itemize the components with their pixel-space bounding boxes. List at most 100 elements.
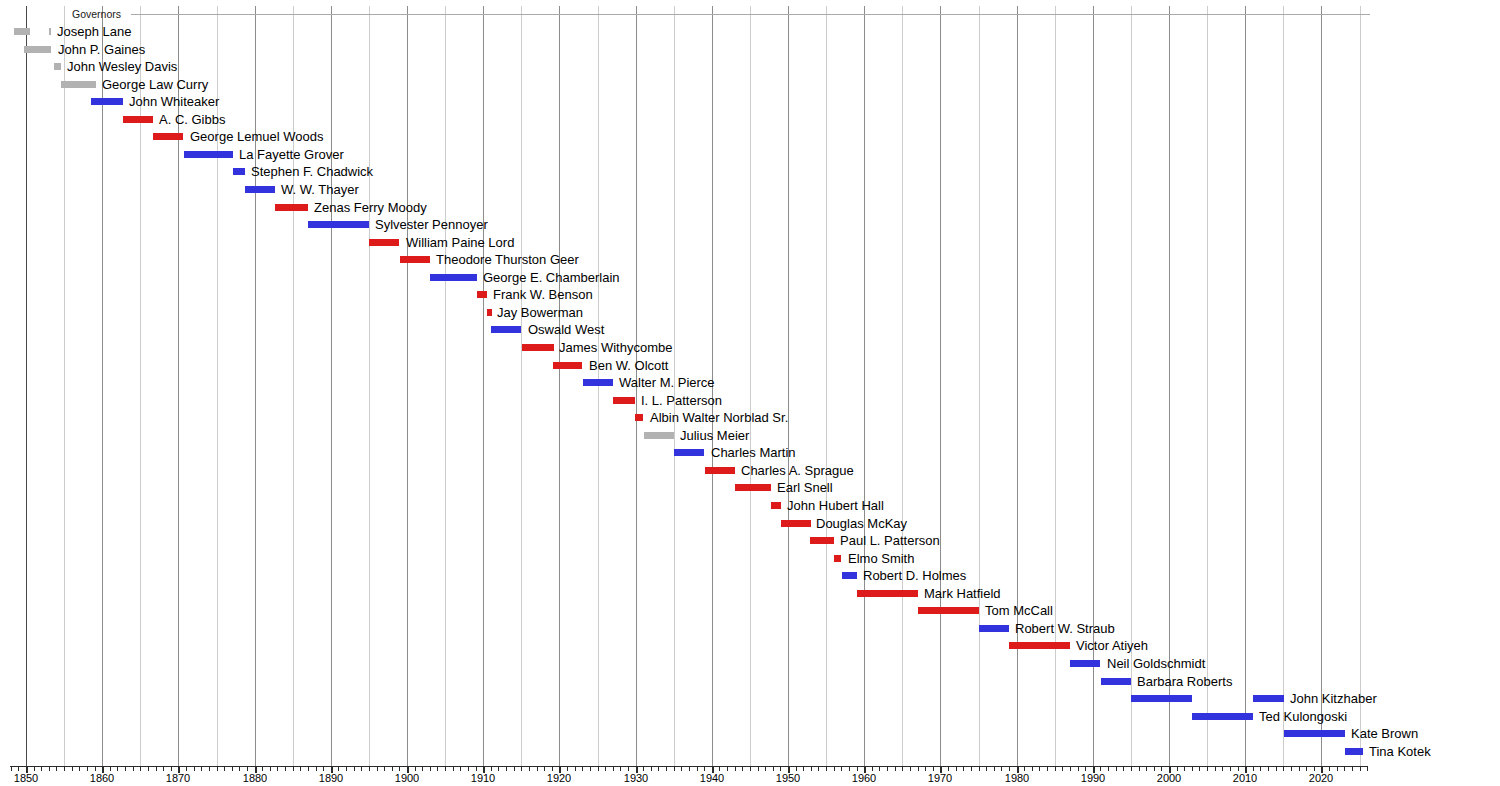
axis-tick <box>369 767 370 771</box>
gridline-1925 <box>598 6 599 766</box>
axis-tick <box>1024 767 1025 771</box>
axis-tick <box>209 767 210 771</box>
axis-tick <box>956 767 957 771</box>
axis-tick <box>1222 767 1223 771</box>
governor-label: Albin Walter Norblad Sr. <box>650 409 788 426</box>
axis-tick <box>217 767 218 771</box>
axis-tick <box>1085 767 1086 771</box>
axis-tick-label: 1920 <box>547 772 571 785</box>
governor-label: Oswald West <box>528 321 604 338</box>
timeline-bar <box>487 309 492 316</box>
axis-tick <box>681 767 682 771</box>
timeline-bar <box>275 204 308 211</box>
axis-tick <box>910 767 911 771</box>
axis-tick <box>887 767 888 771</box>
governor-label: Mark Hatfield <box>924 585 1001 602</box>
axis-tick-label: 1980 <box>1005 772 1029 785</box>
axis-tick <box>194 767 195 771</box>
governor-label: Charles Martin <box>711 444 796 461</box>
axis-tick <box>963 767 964 771</box>
governor-label: Earl Snell <box>777 479 833 496</box>
axis-tick <box>171 767 172 771</box>
timeline-bar <box>61 81 96 88</box>
gridline-1965 <box>902 6 903 766</box>
axis-tick <box>1207 767 1208 771</box>
governor-label: John Hubert Hall <box>787 497 884 514</box>
axis-tick <box>529 767 530 771</box>
governor-label: Paul L. Patterson <box>840 532 940 549</box>
axis-tick <box>575 767 576 771</box>
axis-tick <box>773 767 774 771</box>
axis-tick <box>1070 767 1071 771</box>
governor-label: Neil Goldschmidt <box>1107 655 1205 672</box>
axis-tick <box>1192 767 1193 771</box>
axis-tick <box>491 767 492 771</box>
axis-tick <box>521 767 522 771</box>
axis-tick <box>232 767 233 771</box>
governor-label: George E. Chamberlain <box>483 269 620 286</box>
timeline-bar <box>233 168 245 175</box>
axis-tick <box>1260 767 1261 771</box>
axis-tick <box>658 767 659 771</box>
gridline-1910 <box>483 6 484 766</box>
governor-label: Walter M. Pierce <box>619 374 715 391</box>
axis-tick <box>1184 767 1185 771</box>
axis-tick <box>1268 767 1269 771</box>
axis-tick <box>1001 767 1002 771</box>
gridline-1920 <box>559 6 560 766</box>
axis-tick <box>361 767 362 771</box>
axis-tick <box>552 767 553 771</box>
axis-tick <box>727 767 728 771</box>
governor-label: Robert W. Straub <box>1015 620 1115 637</box>
timeline-bar <box>1284 730 1345 737</box>
axis-tick <box>1314 767 1315 771</box>
timeline-bar <box>635 414 643 421</box>
governor-label: Tina Kotek <box>1369 743 1431 760</box>
axis-tick <box>437 767 438 771</box>
timeline-bar <box>1253 695 1284 702</box>
gridline-1880 <box>255 6 256 766</box>
axis-tick <box>1283 767 1284 771</box>
axis-tick <box>704 767 705 771</box>
timeline-bar <box>834 555 841 562</box>
axis-tick <box>506 767 507 771</box>
axis-tick <box>582 767 583 771</box>
axis-tick <box>95 767 96 771</box>
axis-tick <box>277 767 278 771</box>
axis-tick <box>79 767 80 771</box>
axis-tick <box>1116 767 1117 771</box>
axis-tick <box>834 767 835 771</box>
governor-label: James Withycombe <box>559 339 672 356</box>
gridline-1855 <box>64 6 65 766</box>
axis-tick <box>1161 767 1162 771</box>
axis-tick <box>514 767 515 771</box>
governor-label: Tom McCall <box>985 602 1053 619</box>
gridline-1895 <box>369 6 370 766</box>
axis-tick <box>697 767 698 771</box>
axis-tick <box>1306 767 1307 771</box>
axis-tick <box>323 767 324 771</box>
timeline-bar <box>477 291 487 298</box>
axis-tick <box>719 767 720 771</box>
timeline-bar <box>54 63 61 70</box>
axis-tick <box>1062 767 1063 771</box>
axis-tick <box>262 767 263 771</box>
axis-tick <box>613 767 614 771</box>
gridline-2000 <box>1169 6 1170 766</box>
timeline-bar <box>400 256 430 263</box>
gridline-1900 <box>407 6 408 766</box>
axis-tick <box>1039 767 1040 771</box>
axis-tick <box>1100 767 1101 771</box>
axis-tick <box>544 767 545 771</box>
gridline-1905 <box>445 6 446 766</box>
axis-tick <box>1253 767 1254 771</box>
timeline-bar <box>553 362 582 369</box>
axis-tick <box>750 767 751 771</box>
axis-tick-label: 1970 <box>928 772 952 785</box>
timeline-bar <box>613 397 635 404</box>
axis-tick <box>1238 767 1239 771</box>
axis-tick <box>879 767 880 771</box>
axis-tick <box>620 767 621 771</box>
timeline-bar <box>1070 660 1100 667</box>
axis-tick <box>1329 767 1330 771</box>
